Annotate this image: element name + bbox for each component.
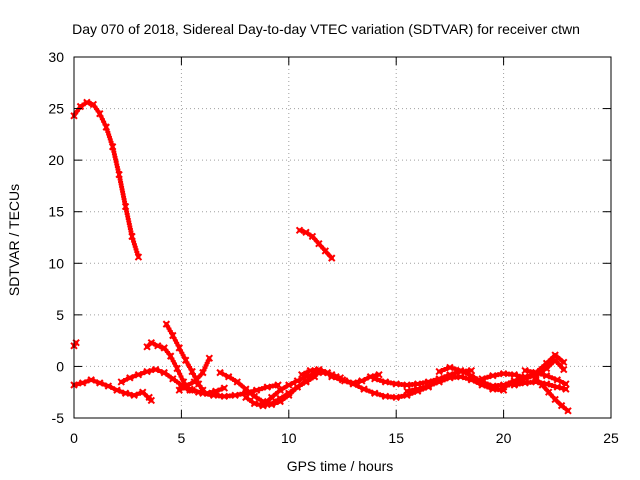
data-point <box>274 381 282 389</box>
data-point <box>220 384 229 392</box>
data-marker <box>178 374 184 380</box>
data-marker <box>557 378 563 384</box>
data-marker <box>362 376 368 382</box>
data-marker <box>297 376 303 382</box>
x-tick-label: 15 <box>388 430 404 446</box>
series-arc-k <box>328 373 433 402</box>
ticks <box>73 56 612 419</box>
data-marker <box>439 378 445 384</box>
data-point <box>562 380 570 388</box>
data-point <box>134 253 143 261</box>
data-marker <box>216 387 222 393</box>
y-tick-label: 25 <box>48 101 64 117</box>
grid <box>74 57 611 418</box>
data-marker <box>353 382 359 388</box>
data-marker <box>428 382 434 388</box>
data-point <box>560 365 568 374</box>
data-marker <box>134 391 140 397</box>
tick-labels: 0 5 10 15 20 25 -5 0 5 10 15 20 25 30 <box>48 49 619 446</box>
data-marker <box>177 371 183 377</box>
series-arc-f <box>177 381 282 401</box>
data-marker <box>82 379 88 385</box>
y-tick-label: -5 <box>52 410 65 426</box>
series-arc-m <box>403 373 508 395</box>
data-marker <box>460 369 466 375</box>
data-point <box>328 254 336 262</box>
series-point-start <box>70 338 80 350</box>
x-tick-label: 10 <box>281 430 297 446</box>
data-marker <box>100 381 106 387</box>
data-marker <box>101 119 107 125</box>
data-marker <box>342 378 348 384</box>
series-arc-a <box>70 376 156 405</box>
y-tick-label: 30 <box>48 49 64 65</box>
data-point <box>145 393 153 402</box>
data-marker <box>319 368 325 374</box>
y-tick-label: 0 <box>56 358 64 374</box>
data-marker <box>302 370 308 376</box>
plot-frame <box>73 56 612 419</box>
data-layer <box>70 98 572 415</box>
data-marker <box>366 388 372 394</box>
data-marker <box>155 368 161 374</box>
data-marker <box>220 371 226 377</box>
y-tick-label: 10 <box>48 255 64 271</box>
data-marker <box>345 379 351 385</box>
data-marker <box>356 384 362 390</box>
data-marker <box>121 378 127 384</box>
data-marker <box>175 368 181 374</box>
data-marker <box>442 377 448 383</box>
data-marker <box>546 374 552 380</box>
x-tick-label: 5 <box>178 430 186 446</box>
data-marker <box>484 381 490 387</box>
data-marker <box>98 113 104 119</box>
data-marker <box>99 116 105 122</box>
x-tick-label: 0 <box>70 430 78 446</box>
data-marker <box>471 374 477 380</box>
y-tick-label: 15 <box>48 204 64 220</box>
data-marker <box>474 376 480 382</box>
data-marker <box>108 384 114 390</box>
data-marker <box>431 381 437 387</box>
data-marker <box>463 370 469 376</box>
y-tick-label: 5 <box>56 307 64 323</box>
data-marker <box>503 383 509 389</box>
series-arc-e <box>117 365 229 397</box>
data-marker <box>289 381 295 387</box>
data-marker <box>439 368 445 374</box>
data-point <box>560 358 568 367</box>
data-marker <box>188 380 194 386</box>
data-marker <box>138 371 144 377</box>
data-marker <box>306 373 312 379</box>
series-arc-mid <box>295 226 336 262</box>
y-axis-title: SDTVAR / TECUs <box>6 184 22 296</box>
series-arc-r <box>510 378 570 393</box>
chart-title: Day 070 of 2018, Sidereal Day-to-day VTE… <box>72 21 580 37</box>
x-tick-label: 25 <box>603 430 619 446</box>
y-tick-label: 20 <box>48 152 64 168</box>
data-marker <box>117 388 123 394</box>
data-marker <box>442 367 448 373</box>
series-arc-high-early <box>70 98 143 261</box>
data-marker <box>527 374 533 380</box>
series-arc-s <box>521 366 570 388</box>
x-tick-label: 20 <box>496 430 512 446</box>
data-marker <box>91 378 97 384</box>
data-point <box>564 407 572 415</box>
series-arc-c <box>162 320 207 394</box>
data-marker <box>130 374 136 380</box>
data-marker <box>549 375 555 381</box>
data-marker <box>364 387 370 393</box>
data-marker <box>525 375 531 381</box>
data-marker <box>506 382 512 388</box>
x-axis-title: GPS time / hours <box>287 458 394 474</box>
